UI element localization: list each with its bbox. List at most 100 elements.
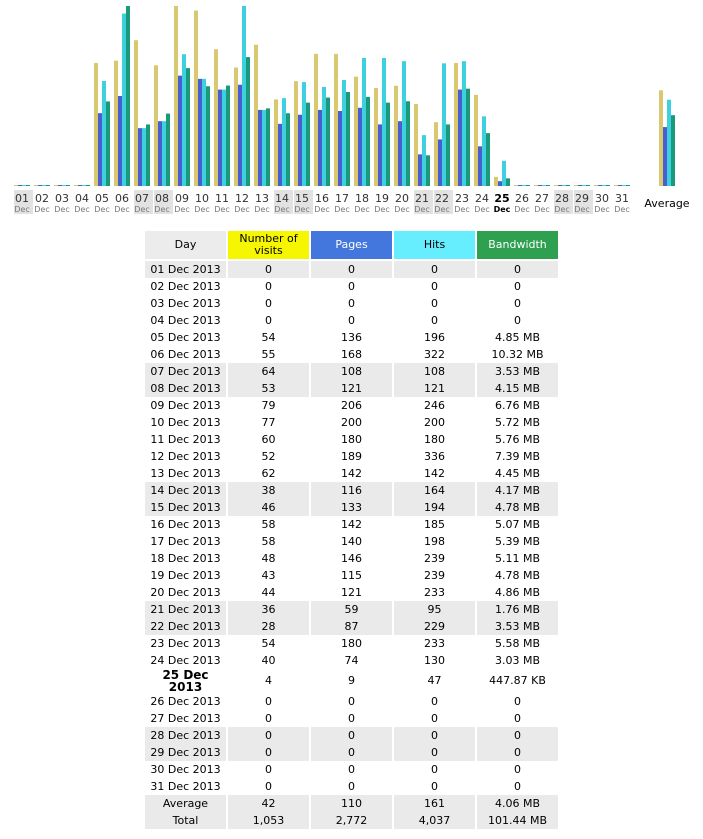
value-cell: 180	[311, 635, 392, 652]
bar	[558, 185, 562, 186]
weekend-bg	[434, 190, 453, 214]
bar	[34, 185, 38, 186]
value-cell: 116	[311, 482, 392, 499]
bar	[626, 185, 630, 186]
x-tick-month: Dec	[174, 205, 189, 214]
value-cell: 60	[228, 431, 309, 448]
bar	[526, 185, 530, 186]
value-cell: 0	[311, 693, 392, 710]
x-tick-label: 13	[255, 192, 269, 205]
bar	[102, 81, 106, 186]
x-tick-label: 14	[275, 192, 289, 205]
value-cell: 0	[311, 312, 392, 329]
date-cell: 10 Dec 2013	[145, 414, 226, 431]
bar	[258, 109, 262, 186]
date-cell: 30 Dec 2013	[145, 761, 226, 778]
x-tick-label: 24	[475, 192, 489, 205]
value-cell: 194	[394, 499, 475, 516]
x-tick-month: Dec	[314, 205, 329, 214]
value-cell: 1.76 MB	[477, 601, 558, 618]
x-tick-month: Dec	[154, 205, 169, 214]
header-cell: Bandwidth	[477, 231, 558, 261]
bar	[494, 176, 498, 186]
value-cell: 0	[477, 710, 558, 727]
value-cell: 0	[394, 312, 475, 329]
x-tick-label: 05	[95, 192, 109, 205]
bar	[58, 185, 62, 186]
date-cell: 19 Dec 2013	[145, 567, 226, 584]
value-cell: 0	[394, 693, 475, 710]
date-cell: 23 Dec 2013	[145, 635, 226, 652]
x-tick-month: Dec	[274, 205, 289, 214]
bar	[394, 85, 398, 186]
value-cell: 2,772	[311, 812, 392, 829]
x-tick-label: 23	[455, 192, 469, 205]
bar	[66, 185, 70, 186]
value-cell: 233	[394, 584, 475, 601]
day-row: 29 Dec 2013 0 0 0 0	[145, 744, 558, 761]
value-cell: 5.76 MB	[477, 431, 558, 448]
value-cell: 196	[394, 329, 475, 346]
value-cell: 0	[394, 261, 475, 278]
weekend-bg	[14, 190, 33, 214]
value-cell: 44	[228, 584, 309, 601]
date-cell: 20 Dec 2013	[145, 584, 226, 601]
value-cell: 0	[311, 295, 392, 312]
day-row: 13 Dec 2013 62 142 142 4.45 MB	[145, 465, 558, 482]
x-tick-month: Dec	[94, 205, 109, 214]
bar	[346, 91, 350, 186]
bar	[578, 185, 582, 186]
value-cell: 3.53 MB	[477, 618, 558, 635]
bar	[206, 86, 210, 186]
value-cell: 198	[394, 533, 475, 550]
x-tick-month: Dec	[374, 205, 389, 214]
bar	[434, 122, 438, 186]
header-cell: Hits	[394, 231, 475, 261]
bar	[154, 65, 158, 186]
value-cell: 28	[228, 618, 309, 635]
value-cell: 142	[311, 465, 392, 482]
x-tick-label: 21	[415, 192, 429, 205]
bar	[234, 67, 238, 186]
x-tick-month: Dec	[294, 205, 309, 214]
bar	[594, 185, 598, 186]
value-cell: 108	[311, 363, 392, 380]
bar	[334, 53, 338, 187]
value-cell: 0	[228, 778, 309, 795]
value-cell: 0	[228, 693, 309, 710]
bar	[574, 185, 578, 186]
bar	[354, 76, 358, 186]
value-cell: 336	[394, 448, 475, 465]
bar	[278, 123, 282, 186]
date-cell: 11 Dec 2013	[145, 431, 226, 448]
bar	[122, 13, 126, 186]
value-cell: 185	[394, 516, 475, 533]
bar	[562, 185, 566, 186]
bar	[446, 124, 450, 186]
day-row: 03 Dec 2013 0 0 0 0	[145, 295, 558, 312]
x-tick-label: 30	[595, 192, 609, 205]
bar	[538, 185, 542, 186]
label-cell: Average	[145, 795, 226, 812]
weekend-bg	[294, 190, 313, 214]
value-cell: 54	[228, 329, 309, 346]
value-cell: 4.78 MB	[477, 499, 558, 516]
x-tick-month: Dec	[414, 205, 429, 214]
value-cell: 4.17 MB	[477, 482, 558, 499]
value-cell: 77	[228, 414, 309, 431]
bar	[454, 62, 458, 187]
bar	[426, 155, 430, 186]
value-cell: 130	[394, 652, 475, 669]
date-cell: 06 Dec 2013	[145, 346, 226, 363]
day-row: 10 Dec 2013 77 200 200 5.72 MB	[145, 414, 558, 431]
bar	[402, 61, 406, 186]
value-cell: 52	[228, 448, 309, 465]
bar	[82, 185, 86, 186]
x-tick-label: 17	[335, 192, 349, 205]
bar	[586, 185, 590, 186]
day-row: 31 Dec 2013 0 0 0 0	[145, 778, 558, 795]
x-tick-label: 16	[315, 192, 329, 205]
value-cell: 0	[311, 278, 392, 295]
value-cell: 0	[477, 778, 558, 795]
day-row: 05 Dec 2013 54 136 196 4.85 MB	[145, 329, 558, 346]
